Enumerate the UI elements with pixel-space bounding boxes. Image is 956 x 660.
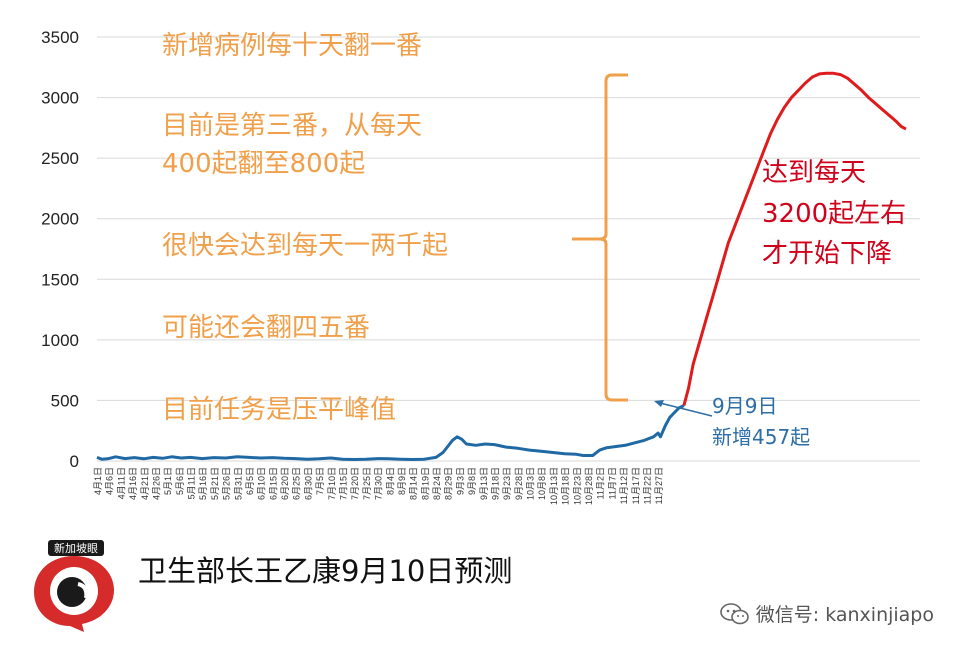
series-lines: [96, 71, 907, 461]
x-tick-label: 6月25日: [292, 467, 302, 500]
logo: 新加坡眼: [34, 540, 114, 632]
x-tick-label: 10月23日: [572, 467, 582, 505]
x-tick-label: 6月20日: [280, 467, 290, 500]
x-tick-label: 7月15日: [338, 467, 348, 500]
x-tick-label: 8月4日: [385, 467, 395, 495]
x-axis: 4月1日 4月6日 4月11日 4月16日 4月21日 4月26日 5月1日 5月6日 5月11…: [93, 467, 664, 505]
annotation-flatten-peak: 目前任务是压平峰值: [162, 395, 396, 425]
y-tick-label: 2000: [41, 210, 79, 229]
x-tick-label: 4月1日: [93, 467, 103, 495]
x-tick-label: 9月18日: [490, 467, 500, 500]
annotation-457: 新增457起: [712, 425, 810, 449]
x-tick-label: 7月10日: [327, 467, 337, 500]
x-tick-label: 6月30日: [303, 467, 313, 500]
x-tick-label: 11月2日: [596, 467, 606, 499]
x-tick-label: 5月21日: [210, 467, 220, 500]
y-tick-label: 500: [51, 391, 79, 410]
y-tick-label: 3000: [41, 89, 79, 108]
x-tick-label: 11月27日: [654, 467, 664, 504]
annotation-3200: 3200起左右: [762, 199, 906, 229]
annotation-reach: 达到每天: [762, 158, 866, 188]
x-tick-label: 5月26日: [222, 467, 232, 500]
arrow-head: [654, 400, 664, 407]
watermark-text: 微信号: kanxinjiapo: [755, 604, 934, 626]
x-tick-label: 9月3日: [455, 467, 465, 495]
x-tick-label: 6月5日: [245, 467, 255, 495]
y-tick-label: 2500: [41, 149, 79, 168]
x-tick-label: 10月3日: [526, 467, 536, 500]
wechat-icon: [719, 602, 749, 624]
x-tick-label: 5月1日: [163, 467, 173, 495]
x-tick-label: 11月17日: [631, 467, 641, 504]
x-tick-label: 10月8日: [537, 467, 547, 500]
x-tick-label: 4月11日: [116, 467, 126, 499]
x-tick-label: 5月11日: [187, 467, 197, 499]
x-tick-label: 9月23日: [502, 467, 512, 500]
x-tick-label: 10月13日: [549, 467, 559, 505]
x-tick-label: 9月13日: [479, 467, 489, 500]
annotation-doubling: 新增病例每十天翻一番: [162, 31, 422, 61]
annotation-400-800: 400起翻至800起: [162, 149, 365, 179]
x-tick-label: 9月8日: [467, 467, 477, 495]
grid-lines: [97, 36, 920, 462]
x-tick-label: 8月9日: [397, 467, 407, 495]
x-tick-label: 11月22日: [642, 467, 652, 504]
bracket: [572, 73, 628, 402]
y-tick-label: 1000: [41, 331, 79, 350]
logo-text: 新加坡眼: [54, 541, 98, 555]
y-tick-label: 0: [70, 452, 79, 471]
x-tick-label: 6月15日: [268, 467, 278, 500]
annotation-third-doubling: 目前是第三番，从每天: [162, 111, 422, 141]
x-tick-label: 4月21日: [140, 467, 150, 500]
x-tick-label: 11月12日: [619, 467, 629, 504]
x-tick-label: 6月10日: [257, 467, 267, 500]
arrow-line: [655, 401, 713, 417]
x-tick-label: 4月26日: [151, 467, 161, 500]
y-axis: 0 500 1000 1500 2000 2500 3000 3500: [41, 28, 79, 471]
annotation-more-doublings: 可能还会翻四五番: [162, 313, 370, 343]
y-tick-label: 3500: [41, 28, 79, 47]
annotation-sept9: 9月9日: [712, 394, 777, 418]
x-tick-label: 7月25日: [362, 467, 372, 500]
x-tick-label: 10月28日: [584, 467, 594, 505]
x-tick-label: 7月30日: [374, 467, 384, 500]
x-tick-label: 8月29日: [444, 467, 454, 500]
caption: 卫生部长王乙康9月10日预测: [138, 554, 513, 588]
watermark: 微信号: kanxinjiapo: [719, 600, 934, 627]
x-tick-label: 9月28日: [514, 467, 524, 500]
x-tick-label: 8月24日: [432, 467, 442, 500]
series-line-0: [96, 404, 685, 461]
x-tick-label: 5月6日: [175, 467, 185, 495]
x-tick-label: 8月14日: [409, 467, 419, 500]
x-tick-label: 4月6日: [105, 467, 115, 495]
annotation-soon: 很快会达到每天一两千起: [162, 231, 448, 261]
x-tick-label: 8月19日: [420, 467, 430, 500]
x-tick-label: 10月18日: [561, 467, 571, 505]
series-line-1: [682, 71, 907, 406]
x-tick-label: 5月16日: [198, 467, 208, 500]
x-tick-label: 11月7日: [607, 467, 617, 499]
x-tick-label: 5月31日: [233, 467, 243, 500]
x-tick-label: 4月16日: [128, 467, 138, 500]
x-tick-label: 7月20日: [350, 467, 360, 500]
y-tick-label: 1500: [41, 270, 79, 289]
annotation-decline: 才开始下降: [762, 239, 892, 269]
x-tick-label: 7月5日: [315, 467, 325, 495]
